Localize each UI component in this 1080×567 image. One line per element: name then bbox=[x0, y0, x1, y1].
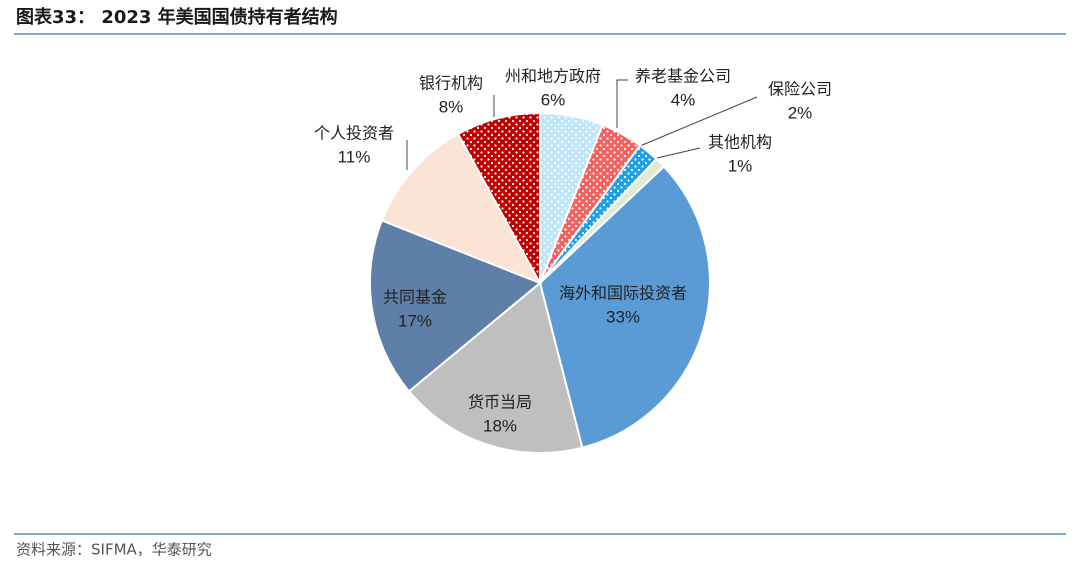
value-label: 6% bbox=[541, 90, 566, 109]
chart-title: 图表33： 2023 年美国国债持有者结构 bbox=[16, 6, 338, 28]
value-label: 4% bbox=[671, 90, 696, 109]
value-label: 33% bbox=[606, 307, 640, 326]
value-label: 18% bbox=[483, 416, 517, 435]
value-label: 11% bbox=[338, 147, 371, 166]
slice-label: 其他机构 bbox=[708, 133, 772, 152]
slice-label: 养老基金公司 bbox=[635, 67, 731, 86]
leader-lines bbox=[406, 79, 758, 170]
value-label: 1% bbox=[728, 156, 753, 175]
pie-slice bbox=[380, 132, 543, 285]
value-label: 8% bbox=[439, 97, 464, 116]
slice-label: 保险公司 bbox=[768, 80, 832, 99]
pie-slice bbox=[407, 281, 584, 454]
slice-label: 州和地方政府 bbox=[505, 67, 601, 86]
slice-label: 共同基金 bbox=[383, 288, 447, 307]
source-note: 资料来源：SIFMA，华泰研究 bbox=[16, 541, 212, 559]
pie-slice bbox=[369, 219, 542, 393]
value-label: 17% bbox=[398, 311, 432, 330]
pie-slice bbox=[538, 165, 711, 449]
value-label: 2% bbox=[788, 103, 813, 122]
slice-label: 银行机构 bbox=[419, 74, 483, 93]
slice-label: 货币当局 bbox=[468, 393, 532, 412]
slice-label: 个人投资者 bbox=[314, 124, 394, 143]
slice-label: 海外和国际投资者 bbox=[559, 284, 687, 303]
pie-slice bbox=[456, 111, 541, 284]
